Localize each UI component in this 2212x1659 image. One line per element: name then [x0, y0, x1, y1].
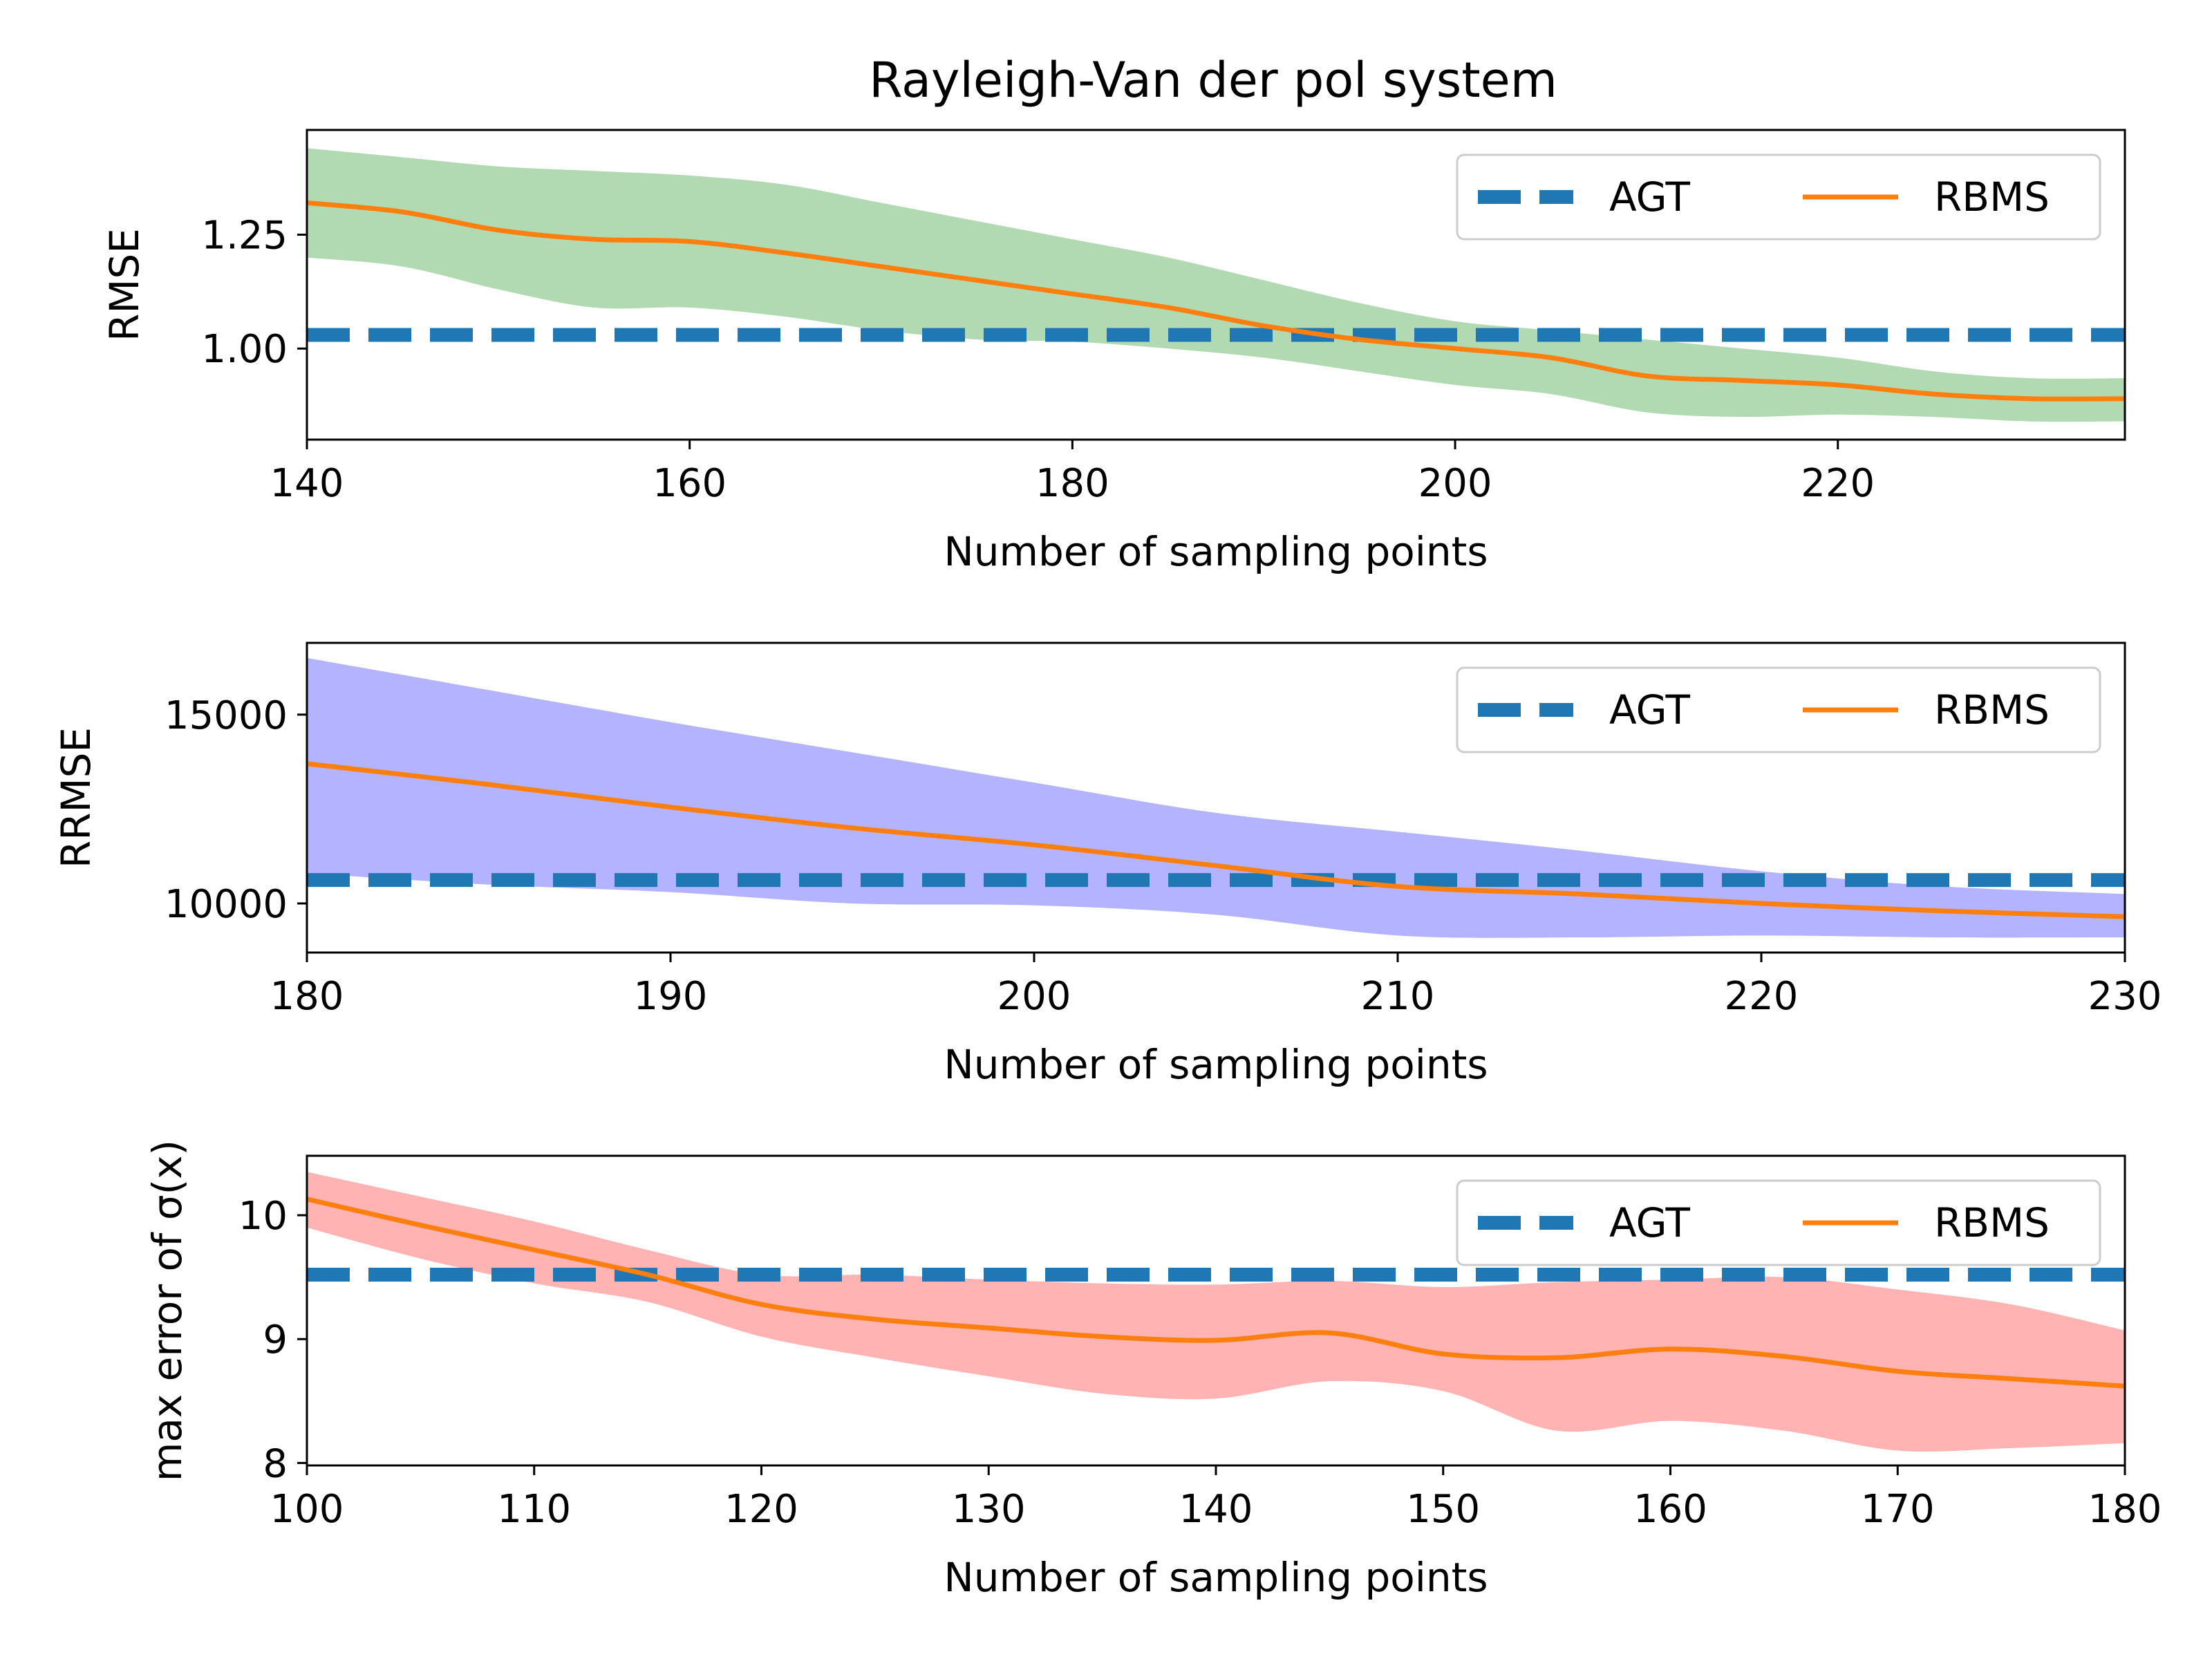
x-tick-label: 180: [2088, 1487, 2162, 1532]
x-tick-label: 160: [1633, 1487, 1707, 1532]
x-tick-label: 180: [270, 974, 344, 1019]
x-tick-label: 110: [497, 1487, 571, 1532]
x-tick-label: 190: [634, 974, 708, 1019]
chart-title: Rayleigh-Van der pol system: [869, 52, 1557, 109]
legend-label-agt: AGT: [1609, 686, 1691, 733]
y-tick-label: 15000: [165, 693, 288, 738]
x-tick-label: 140: [270, 461, 344, 506]
x-tick-label: 160: [653, 461, 727, 506]
legend-box: [1456, 666, 2101, 753]
x-tick-label: 230: [2088, 974, 2162, 1019]
x-tick-label: 120: [724, 1487, 798, 1532]
confidence-band: [307, 657, 2125, 938]
x-axis-label: Number of sampling points: [944, 528, 1488, 575]
legend: AGT RBMS: [1456, 666, 2101, 753]
x-tick-label: 180: [1035, 461, 1109, 506]
legend-label-agt: AGT: [1609, 1199, 1691, 1246]
y-tick-label: 8: [263, 1441, 288, 1486]
series-line-rbms: [307, 200, 2125, 402]
legend-box: [1456, 1179, 2101, 1266]
panel-2: 180 190 200 210 220 230 10000 15000 Number of sa…: [53, 641, 2162, 1088]
panel-1: 140 160 180 200 220 1.00 1.25 Number of samplin…: [101, 129, 2126, 575]
panels: 140 160 180 200 220 1.00 1.25 Number of samplin…: [53, 129, 2162, 1601]
series-line-rbms: [307, 1197, 2125, 1389]
x-tick-label: 100: [270, 1487, 344, 1532]
panel-3: 100 110 120 130 140 150 160 170 180 8 9 10 Number of…: [144, 1140, 2162, 1601]
y-tick-label: 9: [263, 1318, 288, 1362]
x-tick-label: 200: [997, 974, 1071, 1019]
x-tick-label: 220: [1801, 461, 1875, 506]
legend-label-rbms: RBMS: [1934, 686, 2050, 733]
x-tick-label: 200: [1418, 461, 1492, 506]
x-tick-label: 220: [1725, 974, 1799, 1019]
confidence-band: [307, 148, 2125, 422]
legend: AGT RBMS: [1456, 153, 2101, 241]
y-axis-label: max error of σ(x): [144, 1140, 191, 1481]
x-tick-label: 170: [1861, 1487, 1935, 1532]
plot-area: [307, 148, 2125, 422]
y-axis-label: RMSE: [101, 228, 148, 341]
plot-area: [307, 657, 2125, 938]
x-tick-label: 140: [1179, 1487, 1253, 1532]
x-tick-label: 210: [1361, 974, 1435, 1019]
y-tick-label: 1.25: [201, 214, 288, 259]
x-axis-label: Number of sampling points: [944, 1554, 1488, 1601]
legend-box: [1456, 153, 2101, 241]
legend-label-rbms: RBMS: [1934, 174, 2050, 221]
plot-area: [307, 1172, 2125, 1452]
y-tick-label: 1.00: [201, 327, 288, 372]
y-tick-label: 10: [238, 1194, 288, 1239]
x-tick-label: 130: [952, 1487, 1026, 1532]
x-axis-label: Number of sampling points: [944, 1041, 1488, 1088]
legend-label-rbms: RBMS: [1934, 1199, 2050, 1246]
axes-frame: [306, 641, 2126, 954]
legend-label-agt: AGT: [1609, 174, 1691, 221]
series-line-rbms: [307, 761, 2125, 919]
y-tick-label: 10000: [165, 882, 288, 927]
axes-frame: [306, 129, 2126, 441]
confidence-band: [307, 1172, 2125, 1452]
legend: AGT RBMS: [1456, 1179, 2101, 1266]
x-tick-label: 150: [1406, 1487, 1480, 1532]
y-axis-label: RRMSE: [53, 727, 100, 868]
